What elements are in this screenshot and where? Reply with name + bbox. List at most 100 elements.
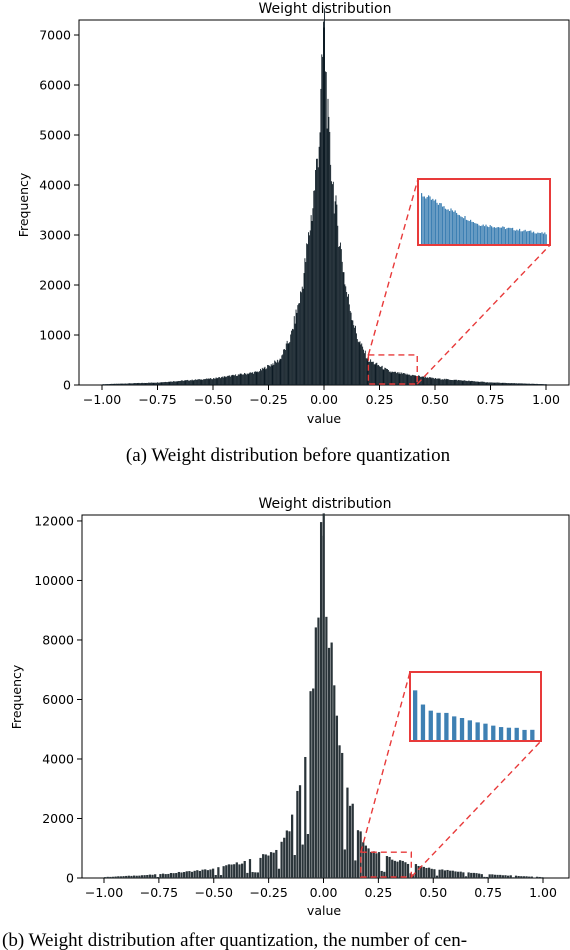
y-tick-label: 0	[66, 871, 74, 886]
histogram-bar	[210, 378, 212, 385]
histogram-bar	[491, 382, 493, 385]
histogram-bar	[525, 876, 528, 878]
histogram-bar	[355, 333, 357, 385]
histogram-bar	[295, 309, 297, 385]
histogram-bar	[149, 382, 150, 385]
x-tick-label: −1.00	[85, 885, 123, 900]
histogram-bar	[348, 805, 352, 878]
histogram-bar	[316, 158, 318, 385]
histogram-bar	[497, 382, 499, 385]
histogram-bar	[435, 875, 439, 878]
histogram-bar	[422, 866, 425, 878]
histogram-bar	[455, 379, 457, 385]
histogram-bar	[135, 383, 137, 385]
histogram-bar	[471, 380, 473, 385]
histogram-bar	[469, 381, 471, 385]
histogram-bar	[186, 380, 188, 385]
histogram-bar	[212, 379, 213, 385]
inset-bar	[443, 206, 445, 244]
histogram-bar	[254, 371, 256, 385]
histogram-bar	[470, 872, 473, 878]
histogram-bar	[475, 381, 477, 385]
histogram-bar	[166, 382, 168, 385]
histogram-bar	[284, 349, 286, 385]
histogram-bar	[451, 380, 453, 385]
histogram-bar	[266, 368, 268, 385]
histogram-bar	[430, 377, 432, 385]
histogram-bar	[317, 167, 319, 385]
histogram-bar	[211, 379, 213, 385]
histogram-bar	[494, 382, 496, 385]
histogram-bar	[385, 368, 387, 385]
histogram-bar	[288, 343, 290, 385]
histogram-bar	[404, 373, 406, 385]
histogram-bar	[448, 379, 450, 385]
histogram-bar	[530, 383, 532, 385]
histogram-bar	[177, 381, 179, 385]
histogram-bar	[379, 366, 380, 385]
histogram-bar	[534, 383, 536, 385]
histogram-bar	[204, 869, 207, 878]
histogram-bar	[248, 859, 252, 878]
histogram-bar	[402, 373, 404, 385]
histogram-bar	[472, 872, 475, 878]
histogram-bar	[344, 284, 346, 385]
histogram-bar	[394, 371, 396, 385]
histogram-bar	[525, 383, 527, 385]
inset-bar	[498, 227, 500, 244]
inset-bar	[457, 214, 459, 244]
histogram-bar	[274, 360, 276, 385]
histogram-bar	[487, 382, 489, 385]
histogram-bar	[159, 382, 161, 385]
histogram-bar	[171, 381, 173, 385]
histogram-bar	[180, 380, 182, 385]
histogram-bar	[522, 876, 526, 878]
histogram-bar	[260, 368, 261, 385]
inset-bar	[453, 211, 455, 244]
histogram-bar	[213, 378, 214, 385]
inset-bar	[425, 198, 427, 244]
histogram-bar	[114, 383, 116, 385]
panel-b-title: Weight distribution	[258, 496, 391, 512]
histogram-bar	[209, 378, 211, 385]
inset-bar	[514, 230, 516, 244]
histogram-bar	[109, 876, 112, 878]
histogram-bar	[498, 382, 500, 385]
histogram-bar	[291, 814, 294, 878]
histogram-bar	[337, 225, 339, 385]
histogram-bar	[456, 871, 460, 878]
histogram-bar	[157, 382, 159, 385]
histogram-bar	[225, 865, 228, 878]
histogram-bar	[309, 230, 311, 385]
inset-bar	[523, 230, 525, 244]
histogram-bar	[538, 384, 540, 385]
y-tick-label: 2000	[39, 278, 71, 293]
histogram-bar	[172, 381, 174, 385]
histogram-bar	[508, 383, 510, 385]
inset-bar	[534, 233, 536, 244]
x-tick-label: −0.50	[195, 885, 233, 900]
histogram-bar	[331, 181, 332, 385]
histogram-bar	[383, 369, 385, 385]
histogram-bar	[504, 382, 506, 385]
histogram-bar	[112, 383, 114, 385]
histogram-bar	[507, 383, 509, 385]
histogram-bar	[517, 875, 520, 878]
histogram-bar	[517, 383, 519, 385]
histogram-bar	[205, 378, 207, 385]
inset-bar	[524, 229, 526, 244]
histogram-bar	[208, 379, 210, 385]
x-tick-label: 0.25	[364, 885, 392, 900]
histogram-bar	[254, 872, 257, 878]
histogram-bar	[159, 874, 162, 878]
histogram-bar	[481, 381, 483, 385]
histogram-bar	[242, 374, 244, 385]
histogram-bar	[370, 359, 372, 385]
y-tick-label: 4000	[42, 751, 74, 766]
histogram-bar	[396, 861, 399, 878]
histogram-bar	[535, 876, 539, 878]
inset-bar	[506, 228, 508, 244]
histogram-bar	[259, 371, 261, 385]
inset-bar	[422, 196, 424, 244]
inset-bar	[486, 226, 488, 244]
